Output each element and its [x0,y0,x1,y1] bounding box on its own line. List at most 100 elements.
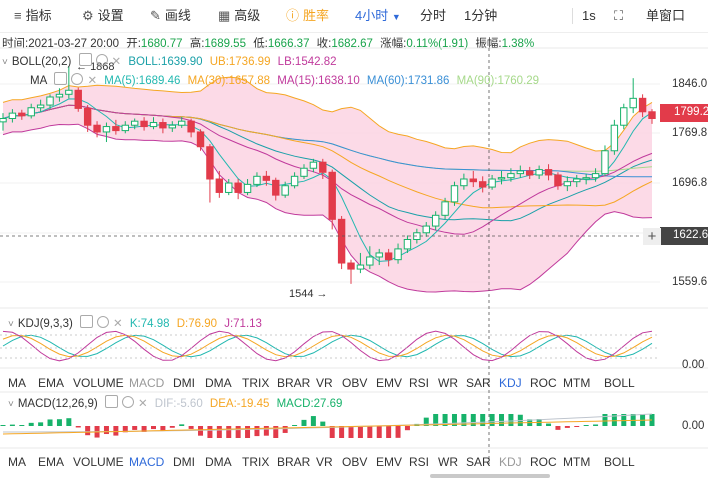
settings-button[interactable]: ⚙ 设置 [82,7,124,25]
settings-icon[interactable] [80,315,94,328]
tab-macd[interactable]: MACD [129,455,165,469]
indicators-button[interactable]: ≡ 指标 [14,7,52,25]
tab-dma[interactable]: DMA [205,455,232,469]
candlesticks [0,66,656,284]
candle [366,246,374,270]
settings-icon[interactable] [104,395,118,408]
tab-emv[interactable]: EMV [376,376,403,390]
tab-brar[interactable]: BRAR [277,455,311,469]
settings-icon[interactable] [54,72,68,85]
candle [309,158,318,173]
macd-bar [85,426,91,436]
ma60-value: MA(60):1731.86 [366,75,450,87]
candle [46,94,54,110]
tab-vr[interactable]: VR [316,455,333,469]
candle [55,88,64,102]
winrate-icon: ⓘ [286,8,300,23]
close-icon[interactable]: ✕ [113,318,123,330]
tab-wr[interactable]: WR [438,455,458,469]
tab-roc[interactable]: ROC [530,455,557,469]
visibility-icon[interactable] [95,54,108,66]
tab-ma[interactable]: MA [8,455,26,469]
macd-bar [263,426,269,436]
candle [507,168,515,182]
close-icon[interactable]: ✕ [111,56,122,68]
collapse-icon[interactable]: ˅ [8,399,14,410]
tab-sar[interactable]: SAR [466,376,491,390]
draw-button[interactable]: ✎ 画线 [150,7,191,25]
advanced-button[interactable]: ▦ 高级 [218,7,260,25]
tab-rsi[interactable]: RSI [409,455,430,469]
minute-tab[interactable]: 分时 [420,8,447,23]
tab-boll[interactable]: BOLL [604,455,635,469]
candle [159,118,167,134]
horizontal-scrollbar[interactable] [430,474,550,478]
candle [563,176,572,192]
visibility-icon[interactable] [71,73,84,85]
macd-bar [66,418,72,426]
candle [629,78,637,114]
collapse-icon[interactable]: ˅ [8,319,14,330]
candle [178,117,186,128]
candle [8,109,17,123]
close-icon[interactable]: ✕ [137,398,148,410]
macd-bar [546,423,552,426]
candle [262,170,271,186]
tab-boll[interactable]: BOLL [604,376,635,390]
tab-obv[interactable]: OBV [342,455,368,469]
tab-ema[interactable]: EMA [38,376,65,390]
add-alert-button[interactable]: + [643,228,661,245]
candle [36,99,45,112]
tab-wr[interactable]: WR [438,376,458,390]
macd-bar [0,425,6,426]
tab-dmi[interactable]: DMI [173,376,195,390]
settings-icon[interactable] [78,53,92,66]
tab-rsi[interactable]: RSI [409,376,430,390]
fullscreen-icon: ⛶ [614,8,624,23]
tab-obv[interactable]: OBV [342,376,368,390]
tab-ema[interactable]: EMA [38,455,65,469]
collapse-icon[interactable]: ˅ [2,57,8,68]
macd-bar [75,426,81,428]
candle [290,172,299,189]
open-label: 开: [126,38,141,50]
visibility-icon[interactable] [121,396,134,408]
tab-vr[interactable]: VR [316,376,333,390]
tab-kdj[interactable]: KDJ [499,455,522,469]
indicator-icon: ≡ [14,8,22,23]
ma5-line [2,98,653,262]
one-second-tab[interactable]: 1s [582,8,596,23]
tab-emv[interactable]: EMV [376,455,403,469]
one-minute-tab[interactable]: 1分钟 [464,8,498,23]
visibility-icon[interactable] [97,316,110,328]
macd-bar [640,414,646,426]
candle [450,181,459,206]
tab-sar[interactable]: SAR [466,455,491,469]
kdj-axis-label: 0.00 [682,359,705,371]
tab-trix[interactable]: TRIX [242,455,270,469]
tab-trix[interactable]: TRIX [242,376,270,390]
tab-mtm[interactable]: MTM [563,376,591,390]
macd-bar [442,414,448,426]
tab-volume[interactable]: VOLUME [73,376,124,390]
tab-macd[interactable]: MACD [129,376,165,390]
tab-kdj[interactable]: KDJ [499,376,522,390]
single-window-button[interactable]: 单窗口 [646,8,686,23]
tab-mtm[interactable]: MTM [563,455,591,469]
tab-volume[interactable]: VOLUME [73,455,124,469]
winrate-button[interactable]: ⓘ 胜率 [286,7,329,25]
macd-bar [574,426,580,427]
tab-ma[interactable]: MA [8,376,26,390]
tab-roc[interactable]: ROC [530,376,557,390]
tab-dma[interactable]: DMA [205,376,232,390]
fullscreen-button[interactable]: ⛶ [614,7,627,25]
interval-dropdown[interactable]: 4小时 ▼ [355,7,401,25]
macd-bar [56,419,62,426]
tab-brar[interactable]: BRAR [277,376,311,390]
close-icon[interactable]: ✕ [87,75,98,87]
candle [347,259,355,284]
ma90-value: MA(90):1760.29 [456,75,540,87]
macd-bar [508,414,514,426]
low-mark-value: 1544 [289,288,314,300]
tab-dmi[interactable]: DMI [173,455,195,469]
